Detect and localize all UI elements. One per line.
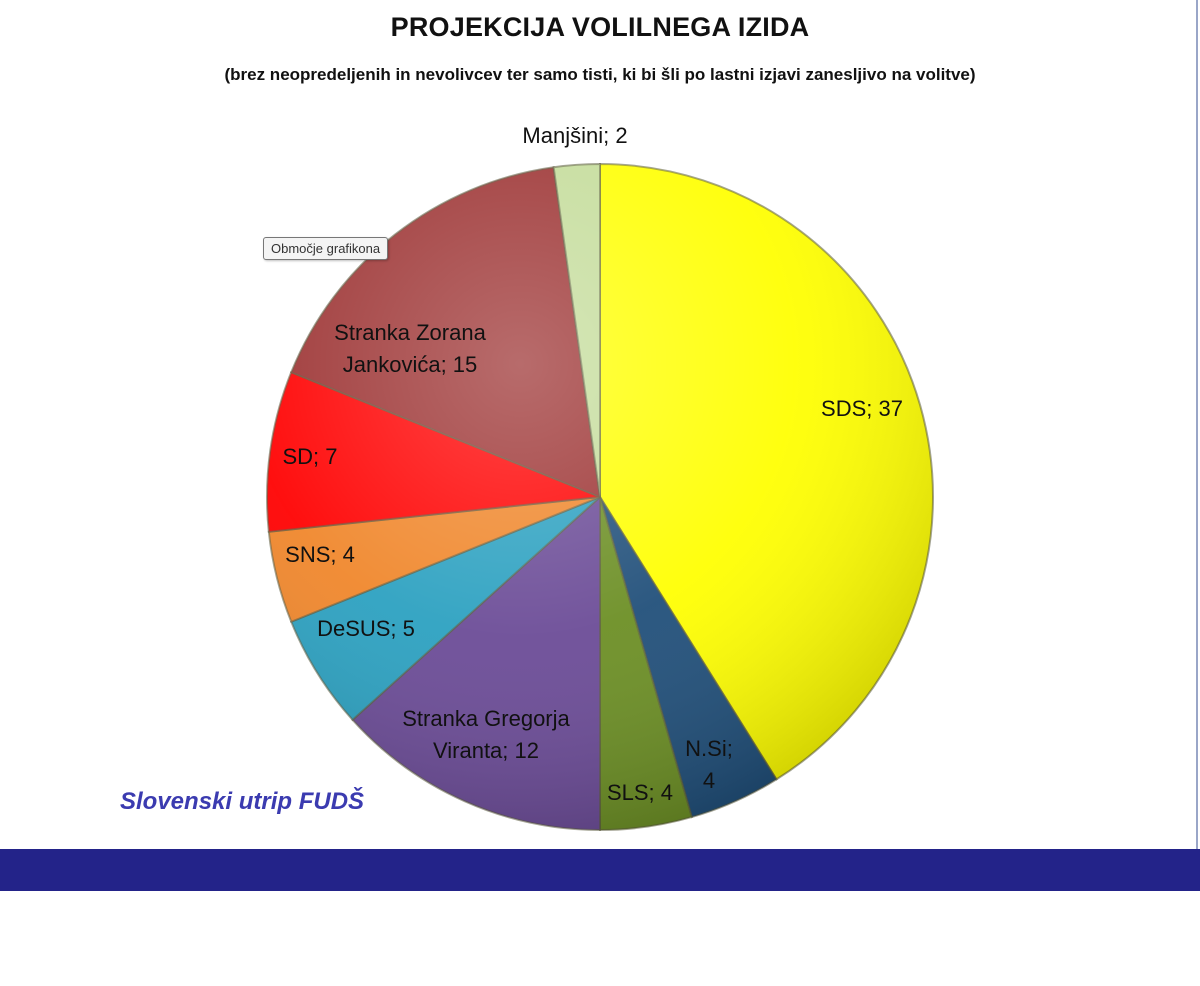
slice-label-8: Manjšini; 2	[522, 123, 627, 148]
slice-label-3: Stranka Gregorja Viranta; 12	[402, 706, 570, 763]
chart-title: PROJEKCIJA VOLILNEGA IZIDA	[390, 12, 810, 42]
slice-label-0: SDS; 37	[821, 396, 903, 421]
chart-subtitle: (brez neopredeljenih in nevolivcev ter s…	[224, 65, 976, 84]
slice-label-2: SLS; 4	[607, 780, 673, 805]
slice-label-1: N.Si; 4	[685, 736, 733, 793]
slice-label-7: Stranka Zorana Jankovića; 15	[334, 320, 486, 377]
slice-label-5: SNS; 4	[285, 542, 355, 567]
slice-label-6: SD; 7	[282, 444, 337, 469]
right-divider	[1196, 0, 1198, 850]
source-label: Slovenski utrip FUDŠ	[120, 788, 365, 815]
bottom-band	[0, 849, 1200, 891]
slice-label-4: DeSUS; 5	[317, 616, 415, 641]
chart-area-tooltip: Območje grafikona	[263, 237, 389, 260]
